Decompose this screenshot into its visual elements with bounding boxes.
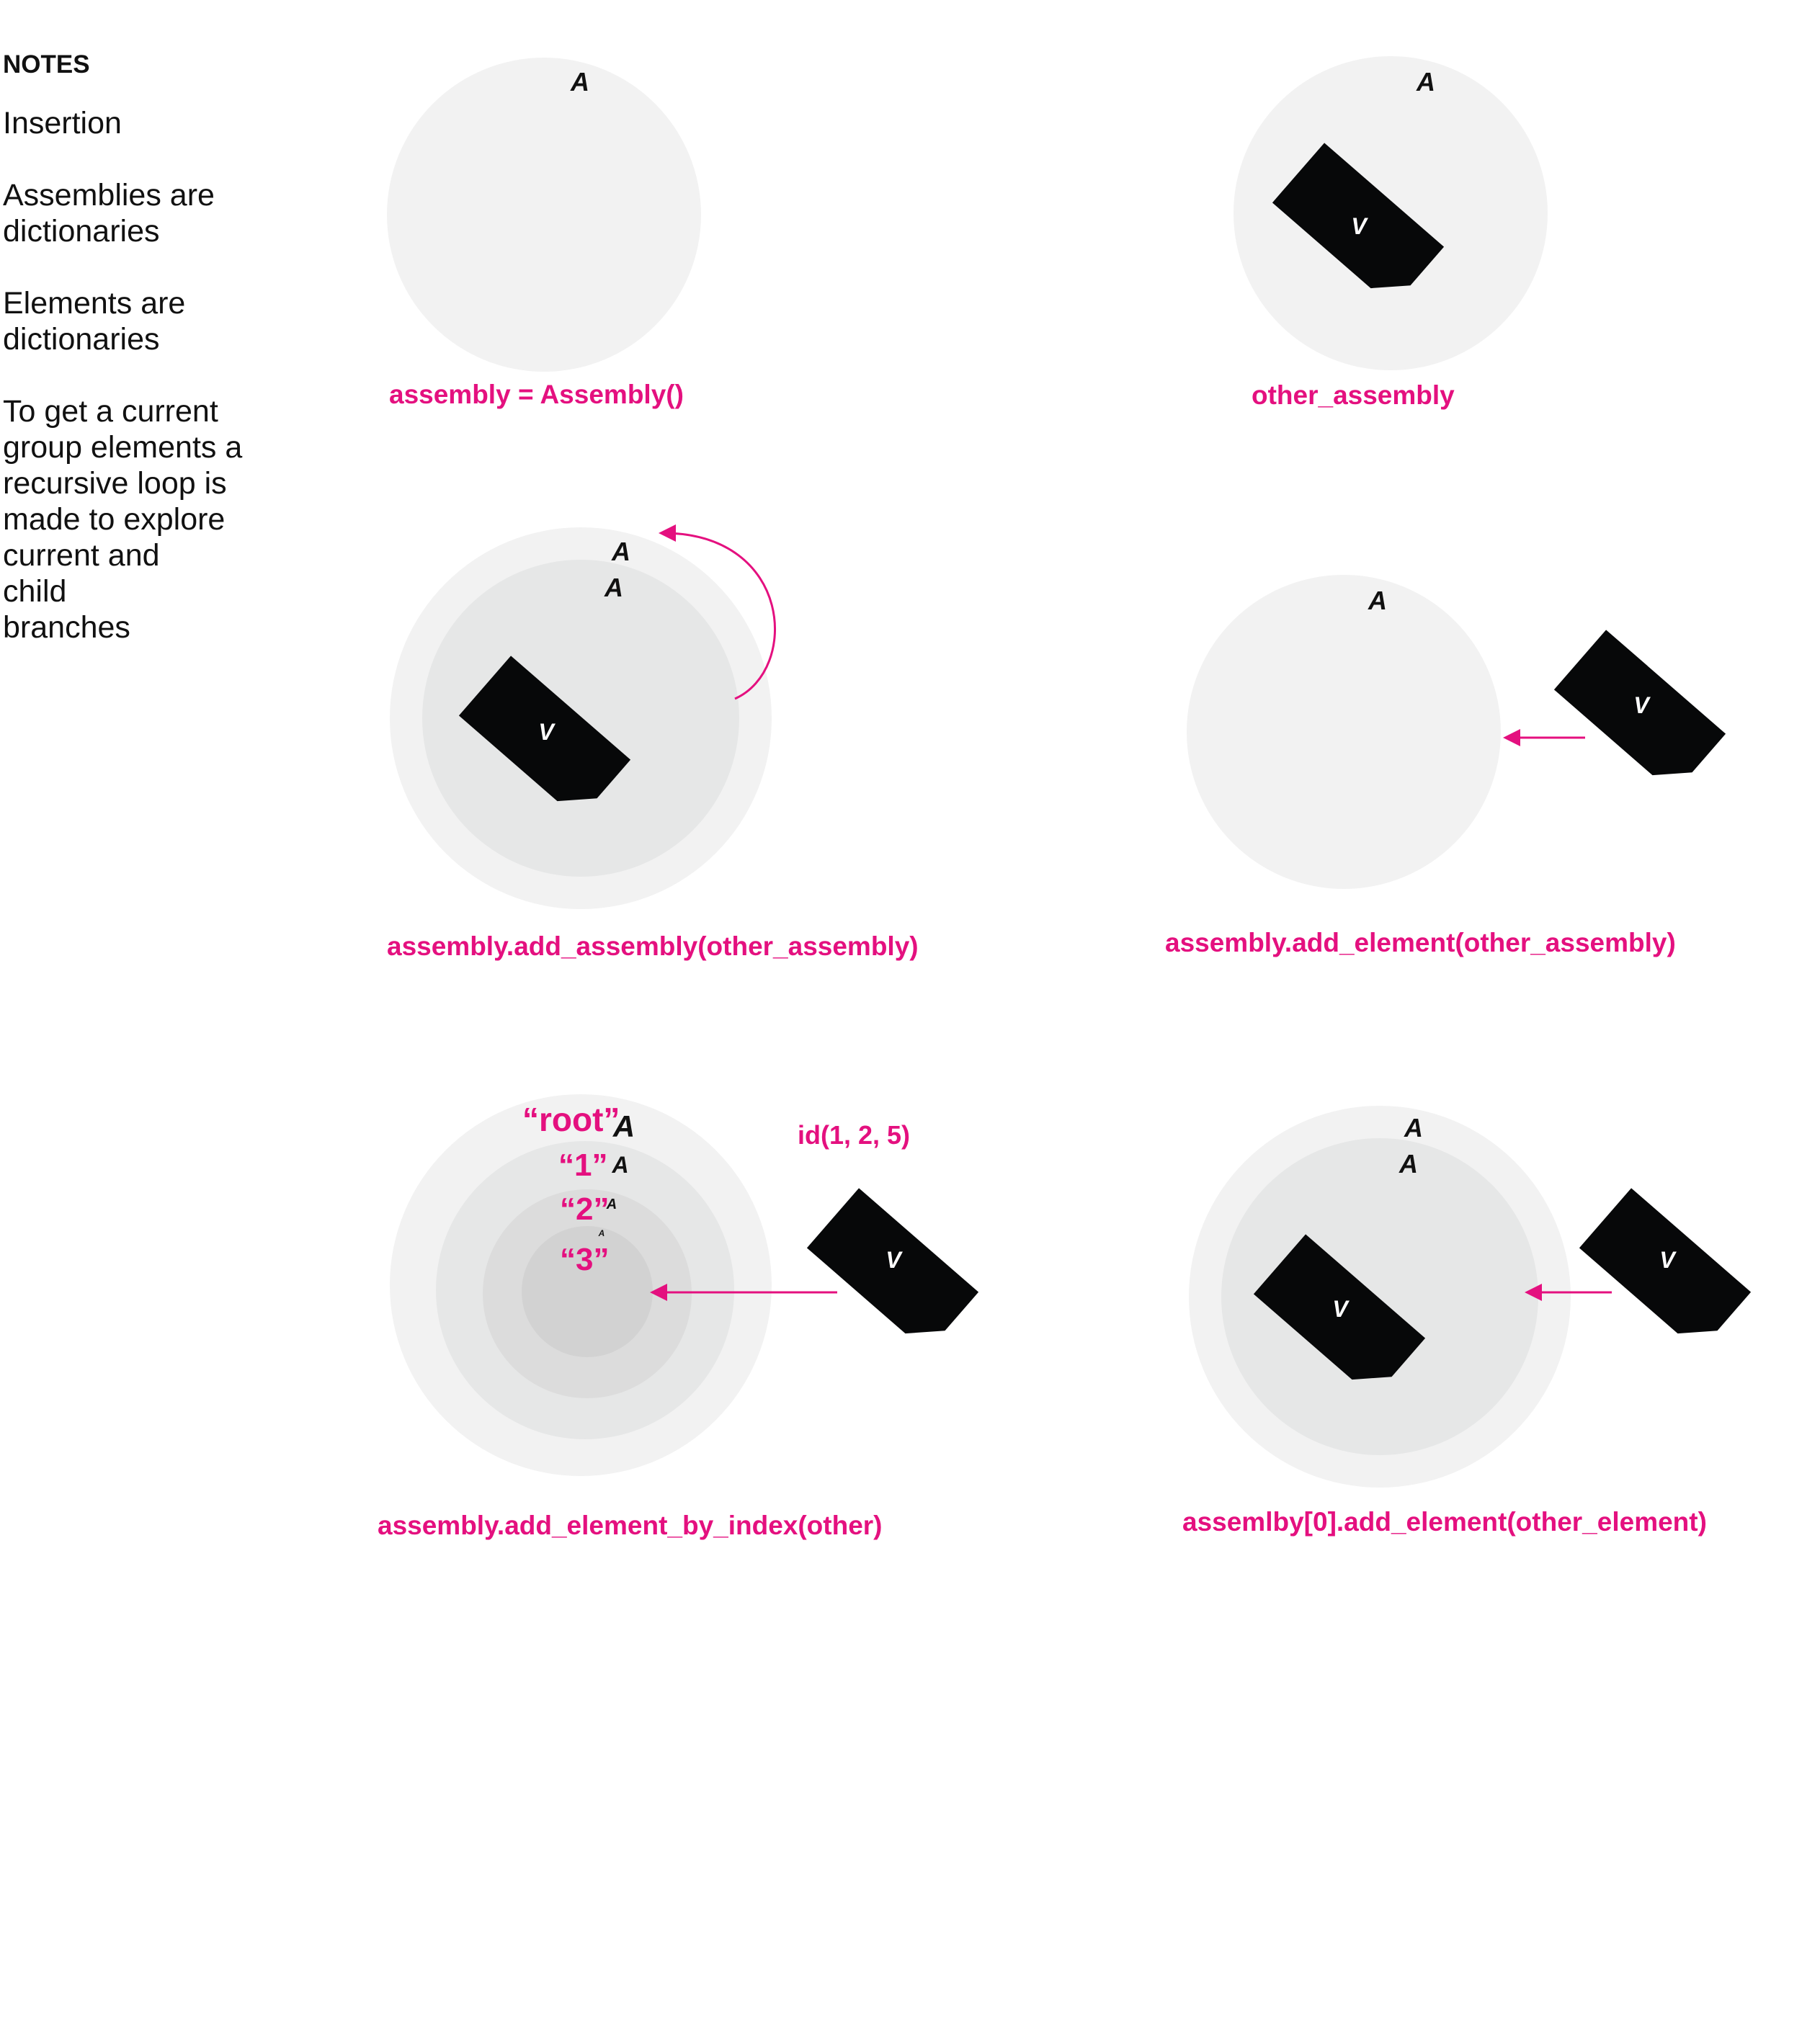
inner-assembly-circle — [1221, 1138, 1538, 1455]
panel-add-element-by-index: “root” A “1” A “2” A A “3” id(1, 2, 5) V… — [378, 1094, 979, 1540]
caption-add-element-by-index: assembly.add_element_by_index(other) — [378, 1511, 883, 1540]
inner-element-label: V — [1332, 1296, 1350, 1322]
note-insertion: Insertion — [3, 106, 122, 140]
level-1-assembly-label: A — [611, 1152, 628, 1178]
note-assemblies: Assemblies are dictionaries — [3, 178, 215, 249]
assembly-label: A — [1416, 67, 1435, 97]
notes-title: NOTES — [3, 50, 90, 79]
element-label: V — [1351, 213, 1368, 239]
notes-panel: NOTES Insertion Assemblies are dictionar… — [3, 50, 248, 681]
inner-assembly-label: A — [1399, 1149, 1418, 1179]
level-2-assembly-label: A — [606, 1197, 617, 1212]
caption-new-assembly: assembly = Assembly() — [389, 380, 684, 409]
element-label: V — [1633, 692, 1651, 718]
assembly-circle — [387, 58, 701, 372]
index-3-label: “3” — [560, 1242, 609, 1277]
assembly-circle — [1187, 575, 1501, 889]
panel-add-assembly: V A A assembly.add_assembly(other_assemb… — [387, 524, 919, 961]
id-tuple-label: id(1, 2, 5) — [798, 1120, 910, 1150]
caption-nested-add-element: assemlby[0].add_element(other_element) — [1182, 1507, 1707, 1537]
inner-element-block — [1253, 1234, 1426, 1380]
index-root-label: “root” — [522, 1101, 620, 1138]
note-elements: Elements are dictionaries — [3, 286, 186, 357]
root-assembly-label: A — [612, 1109, 635, 1143]
element-block — [458, 656, 631, 802]
index-1-label: “1” — [558, 1148, 607, 1183]
panel-add-element: A V assembly.add_element(other_assembly) — [1165, 575, 1726, 957]
new-element-block — [1579, 1188, 1752, 1334]
assembly-label: A — [570, 67, 589, 97]
element-label: V — [886, 1247, 903, 1273]
index-2-label: “2” — [560, 1191, 609, 1227]
level-3-assembly-label: A — [598, 1228, 605, 1238]
element-label: V — [538, 719, 556, 745]
element-block — [806, 1188, 979, 1334]
nesting-arrow — [659, 524, 776, 700]
element-block — [1553, 630, 1726, 776]
outer-assembly-label: A — [611, 537, 630, 566]
caption-add-element: assembly.add_element(other_assembly) — [1165, 928, 1676, 957]
panel-new-assembly: A assembly = Assembly() — [387, 58, 701, 409]
panel-nested-add-element: V A A V assemlby[0].add_element(other_el… — [1182, 1106, 1752, 1537]
caption-add-assembly: assembly.add_assembly(other_assembly) — [387, 931, 919, 961]
inner-assembly-label: A — [604, 573, 623, 602]
caption-other-assembly: other_assembly — [1252, 380, 1455, 410]
panel-other-assembly: V A other_assembly — [1234, 56, 1548, 410]
element-block — [1272, 143, 1445, 289]
level-3-assembly-circle — [522, 1226, 653, 1357]
note-recursive-loop: To get a current group elements a recurs… — [3, 394, 243, 645]
new-element-label: V — [1659, 1247, 1677, 1273]
outer-assembly-label: A — [1404, 1113, 1423, 1143]
assembly-label: A — [1368, 586, 1387, 615]
